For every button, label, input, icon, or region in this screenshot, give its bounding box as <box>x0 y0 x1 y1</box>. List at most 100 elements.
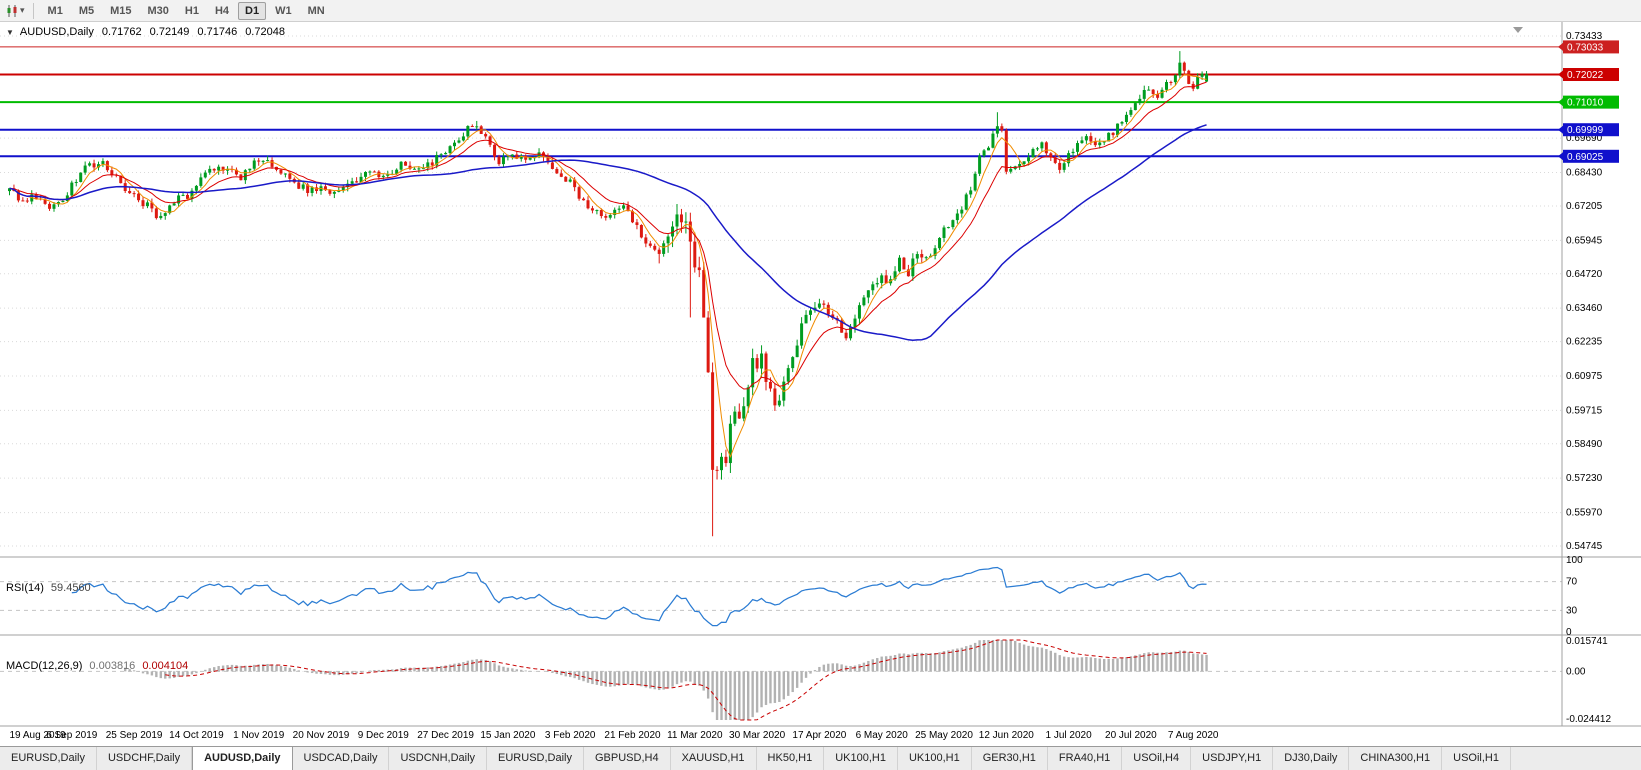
chart-tab-3-usdcad-daily[interactable]: USDCAD,Daily <box>293 747 390 770</box>
date-axis-label: 6 Sep 2019 <box>46 730 98 741</box>
toolbar-separator <box>32 2 34 19</box>
chart-tab-4-usdcnh-daily[interactable]: USDCNH,Daily <box>389 747 488 770</box>
timeframe-button-h1[interactable]: H1 <box>184 4 199 17</box>
macd-axis-bottom: -0.024412 <box>1566 714 1611 725</box>
chart-tab-13-usoil-h4[interactable]: USOil,H4 <box>1122 747 1192 770</box>
timeframe-button-m5[interactable]: M5 <box>78 4 95 17</box>
chart-tab-11-ger30-h1[interactable]: GER30,H1 <box>972 747 1048 770</box>
price-axis-label: 0.54745 <box>1566 541 1603 552</box>
rsi-value: 59.4560 <box>50 582 91 594</box>
chart-tab-2-audusd-daily[interactable]: AUDUSD,Daily <box>192 747 293 770</box>
price-tag-label: 0.72022 <box>1567 70 1604 81</box>
chart-tab-10-uk100-h1[interactable]: UK100,H1 <box>898 747 972 770</box>
macd-signal-line <box>165 639 1207 721</box>
ohlc-low: 0.71746 <box>197 26 238 38</box>
timeframe-button-w1[interactable]: W1 <box>275 4 292 17</box>
price-axis-label: 0.67205 <box>1566 201 1603 212</box>
price-axis-label: 0.64720 <box>1566 269 1603 280</box>
date-axis-label: 30 Mar 2020 <box>729 730 786 741</box>
timeframe-button-m1[interactable]: M1 <box>47 4 63 17</box>
date-axis-label: 7 Aug 2020 <box>1168 730 1219 741</box>
chart-tab-16-china300-h1[interactable]: CHINA300,H1 <box>1349 747 1443 770</box>
price-tag-label: 0.73033 <box>1567 42 1604 53</box>
chart-shift-marker[interactable] <box>1513 27 1523 33</box>
ohlc-close: 0.72048 <box>245 26 285 38</box>
rsi-polyline <box>71 566 1207 627</box>
date-axis-label: 1 Nov 2019 <box>233 730 285 741</box>
price-axis-label: 0.55970 <box>1566 508 1603 519</box>
date-axis-label: 3 Feb 2020 <box>545 730 596 741</box>
chart-tab-5-eurusd-daily[interactable]: EURUSD,Daily <box>487 747 584 770</box>
chart-tab-6-gbpusd-h4[interactable]: GBPUSD,H4 <box>584 747 671 770</box>
price-axis-label: 0.62235 <box>1566 337 1603 348</box>
price-tag-label: 0.69999 <box>1567 125 1604 136</box>
chart-title: ▼ AUDUSD,Daily 0.71762 0.72149 0.71746 0… <box>6 26 285 38</box>
dropdown-caret-icon[interactable]: ▾ <box>20 5 25 15</box>
pane-separators <box>0 22 1641 727</box>
indicator-axis-labels[interactable]: 100 70 30 00.015741 0.00 -0.024412 <box>1566 555 1611 725</box>
macd-label: MACD(12,26,9) 0.003816 0.004104 <box>6 660 188 672</box>
price-axis-label: 0.73433 <box>1566 31 1603 42</box>
ma-slow-line <box>9 124 1207 341</box>
timeframe-buttons: M1 M5 M15 M30 H1 H4 D1 W1 MN <box>40 1 333 20</box>
price-axis[interactable]: 0.73433 0.69690 0.68430 0.67205 0.65945 0.647… <box>1566 31 1603 552</box>
chart-tab-bar: EURUSD,Daily USDCHF,Daily AUDUSD,Daily USDC… <box>0 746 1641 770</box>
chart-tab-14-usdjpy-h1[interactable]: USDJPY,H1 <box>1191 747 1274 770</box>
ohlc-high: 0.72149 <box>149 26 190 38</box>
date-axis-label: 9 Dec 2019 <box>358 730 410 741</box>
rsi-line <box>71 566 1207 627</box>
chart-tab-15-dj30-daily[interactable]: DJ30,Daily <box>1273 747 1350 770</box>
horizontal-level-lines[interactable] <box>0 46 1562 158</box>
chart-tab-17-usoil-h1[interactable]: USOil,H1 <box>1442 747 1511 770</box>
price-tag-label: 0.69025 <box>1567 152 1604 163</box>
date-axis-label: 15 Jan 2020 <box>480 730 535 741</box>
price-axis-label: 0.65945 <box>1566 235 1603 246</box>
timeframe-button-h4[interactable]: H4 <box>214 4 230 17</box>
macd-histogram <box>123 640 1208 720</box>
chart-area[interactable]: 0.73433 0.69690 0.68430 0.67205 0.65945 0.647… <box>0 22 1641 746</box>
rsi-axis-label: 0 <box>1566 627 1572 638</box>
price-axis-label: 0.57230 <box>1566 473 1603 484</box>
macd-axis-top: 0.015741 <box>1566 636 1608 647</box>
timeframe-button-m30[interactable]: M30 <box>147 4 169 17</box>
chart-canvas[interactable]: 0.73433 0.69690 0.68430 0.67205 0.65945 0.647… <box>0 22 1641 746</box>
date-axis-label: 25 Sep 2019 <box>106 730 163 741</box>
price-axis-label: 0.63460 <box>1566 303 1603 314</box>
chart-tab-0-eurusd-daily[interactable]: EURUSD,Daily <box>0 747 97 770</box>
timeframe-button-d1[interactable]: D1 <box>238 1 267 20</box>
price-axis-label: 0.69690 <box>1566 133 1603 144</box>
symbol-label: AUDUSD,Daily <box>19 26 94 38</box>
ma-mid-line <box>9 81 1207 390</box>
chart-tab-8-hk50-h1[interactable]: HK50,H1 <box>757 747 825 770</box>
rsi-axis-label: 70 <box>1566 577 1578 588</box>
ma-fast-line <box>9 74 1207 459</box>
date-axis-label: 1 Jul 2020 <box>1046 730 1093 741</box>
date-axis-label: 17 Apr 2020 <box>792 730 846 741</box>
chart-menu-icon[interactable]: ▼ <box>6 27 14 37</box>
chart-tab-12-fra40-h1[interactable]: FRA40,H1 <box>1048 747 1123 770</box>
date-axis-label: 25 May 2020 <box>915 730 973 741</box>
chart-tab-7-xauusd-h1[interactable]: XAUUSD,H1 <box>671 747 757 770</box>
chart-tab-9-uk100-h1[interactable]: UK100,H1 <box>824 747 898 770</box>
timeframe-button-m15[interactable]: M15 <box>110 4 132 17</box>
date-axis-label: 19 Aug 2019 <box>10 730 67 741</box>
macd-value-signal: 0.004104 <box>142 660 189 672</box>
price-axis-label: 0.59715 <box>1566 405 1603 416</box>
date-axis-label: 14 Oct 2019 <box>169 730 224 741</box>
rsi-level-lines <box>0 581 1562 611</box>
price-axis-label: 0.68430 <box>1566 168 1603 179</box>
date-axis-label: 20 Nov 2019 <box>293 730 350 741</box>
date-axis-label: 11 Mar 2020 <box>667 730 723 741</box>
date-axis-label: 21 Feb 2020 <box>604 730 661 741</box>
rsi-label: RSI(14) 59.4560 <box>6 582 91 594</box>
timeframe-button-mn[interactable]: MN <box>307 4 325 17</box>
chart-tab-1-usdchf-daily[interactable]: USDCHF,Daily <box>97 747 193 770</box>
moving-averages <box>9 74 1207 459</box>
date-axis-label: 12 Jun 2020 <box>979 730 1034 741</box>
date-axis-label: 6 May 2020 <box>856 730 909 741</box>
charts-icon[interactable] <box>4 2 22 20</box>
candlestick-series <box>8 51 1209 537</box>
macd-value-main: 0.003816 <box>89 660 136 672</box>
